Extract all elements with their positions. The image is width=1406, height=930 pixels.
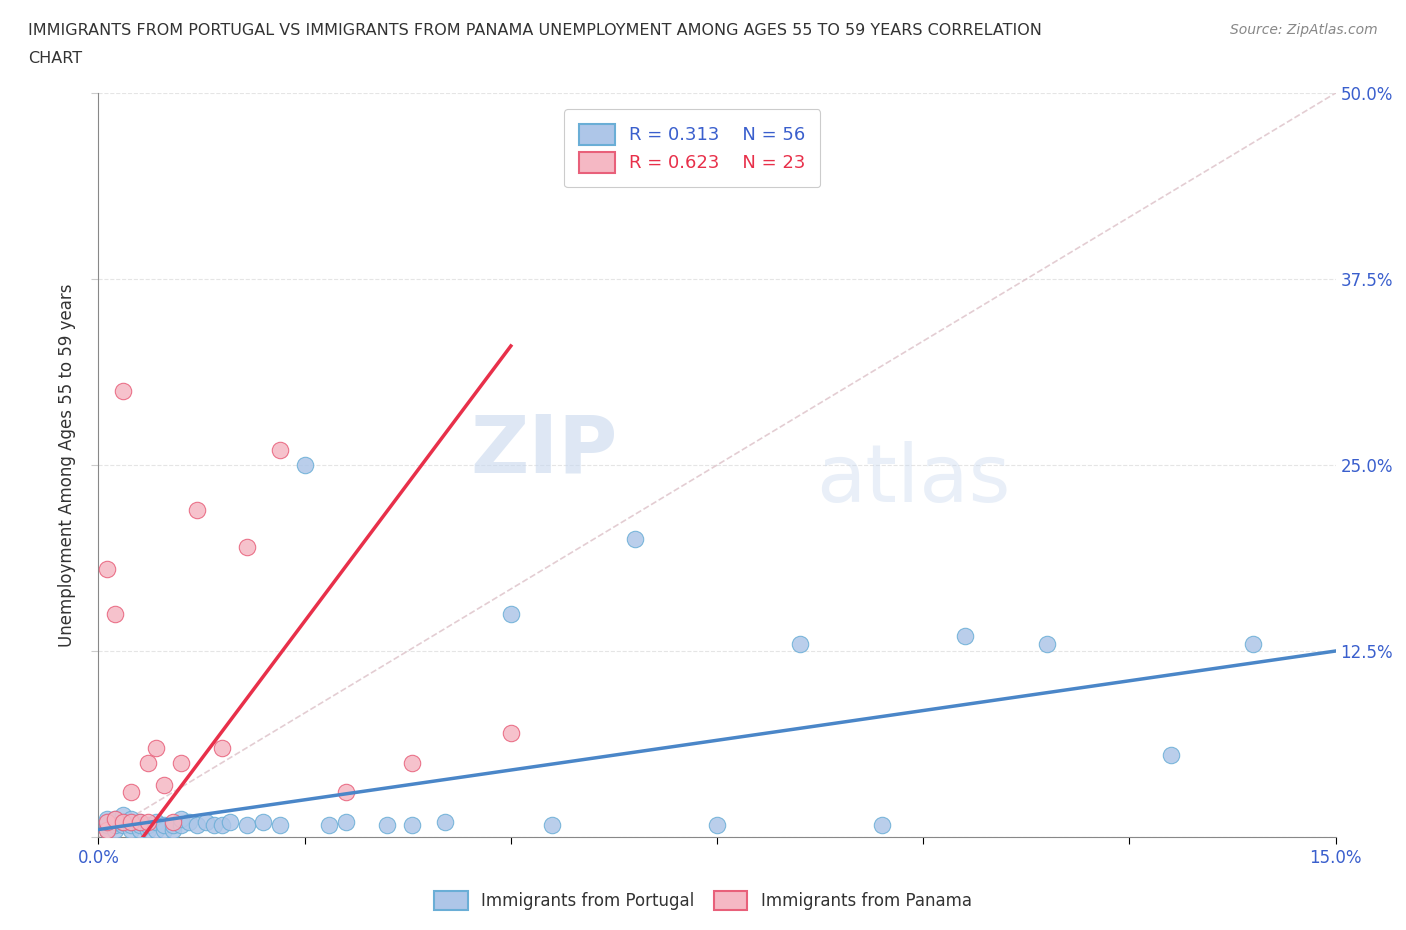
Point (375, 817, 398, 832)
Point (128, 822, 150, 837)
Point (96, 815, 118, 830)
Point (96, 815, 118, 830)
Legend: Immigrants from Portugal, Immigrants from Panama: Immigrants from Portugal, Immigrants fro… (427, 884, 979, 917)
Point (96, 815, 118, 830)
Point (162, 817, 184, 832)
Point (96, 562, 118, 577)
Point (136, 822, 159, 837)
Point (136, 815, 159, 830)
Point (136, 817, 159, 832)
Point (1036, 636, 1059, 651)
Point (96, 817, 118, 832)
Point (112, 815, 135, 830)
Point (335, 785, 357, 800)
Point (120, 822, 142, 837)
Point (335, 815, 357, 830)
Text: Source: ZipAtlas.com: Source: ZipAtlas.com (1230, 23, 1378, 37)
Point (153, 777, 176, 792)
Point (128, 815, 150, 830)
Point (104, 606, 127, 621)
Text: atlas: atlas (815, 441, 1011, 519)
Point (112, 807, 135, 822)
Point (433, 815, 456, 830)
Point (96, 812, 118, 827)
Point (269, 443, 291, 458)
Point (104, 815, 127, 830)
Point (170, 755, 193, 770)
Point (1241, 636, 1264, 651)
Point (252, 815, 274, 830)
Point (186, 502, 208, 517)
Point (186, 817, 208, 832)
Point (219, 815, 242, 830)
Point (112, 817, 135, 832)
Point (120, 815, 142, 830)
Point (170, 812, 193, 827)
Point (870, 817, 893, 832)
Text: IMMIGRANTS FROM PORTUGAL VS IMMIGRANTS FROM PANAMA UNEMPLOYMENT AMONG AGES 55 TO: IMMIGRANTS FROM PORTUGAL VS IMMIGRANTS F… (28, 23, 1042, 38)
Point (120, 812, 142, 827)
Point (541, 817, 564, 832)
Point (112, 815, 135, 830)
Point (112, 383, 135, 398)
Point (318, 817, 340, 832)
Point (294, 458, 316, 472)
Point (120, 815, 142, 830)
Point (153, 822, 176, 837)
Point (194, 815, 217, 830)
Point (120, 785, 142, 800)
Point (104, 817, 127, 832)
Point (104, 812, 127, 827)
Point (269, 817, 291, 832)
Point (153, 817, 176, 832)
Point (96, 822, 118, 837)
Point (1160, 748, 1182, 763)
Point (145, 822, 167, 837)
Point (401, 817, 423, 832)
Point (104, 812, 127, 827)
Text: ZIP: ZIP (471, 411, 619, 489)
Text: CHART: CHART (28, 51, 82, 66)
Point (104, 815, 127, 830)
Point (623, 532, 645, 547)
Point (953, 629, 976, 644)
Point (236, 817, 259, 832)
Legend: R = 0.313    N = 56, R = 0.623    N = 23: R = 0.313 N = 56, R = 0.623 N = 23 (564, 110, 820, 187)
Point (120, 817, 142, 832)
Point (136, 755, 159, 770)
Point (170, 817, 193, 832)
Point (128, 815, 150, 830)
Point (112, 815, 135, 830)
Point (789, 636, 811, 651)
Point (145, 740, 167, 755)
Y-axis label: Unemployment Among Ages 55 to 59 years: Unemployment Among Ages 55 to 59 years (58, 284, 76, 646)
Point (96, 822, 118, 837)
Point (104, 822, 127, 837)
Point (211, 817, 233, 832)
Point (236, 539, 259, 554)
Point (179, 815, 201, 830)
Point (128, 817, 150, 832)
Point (706, 817, 728, 832)
Point (145, 815, 167, 830)
Point (202, 817, 225, 832)
Point (499, 725, 522, 740)
Point (211, 740, 233, 755)
Point (401, 755, 423, 770)
Point (499, 606, 522, 621)
Point (162, 815, 184, 830)
Point (162, 822, 184, 837)
